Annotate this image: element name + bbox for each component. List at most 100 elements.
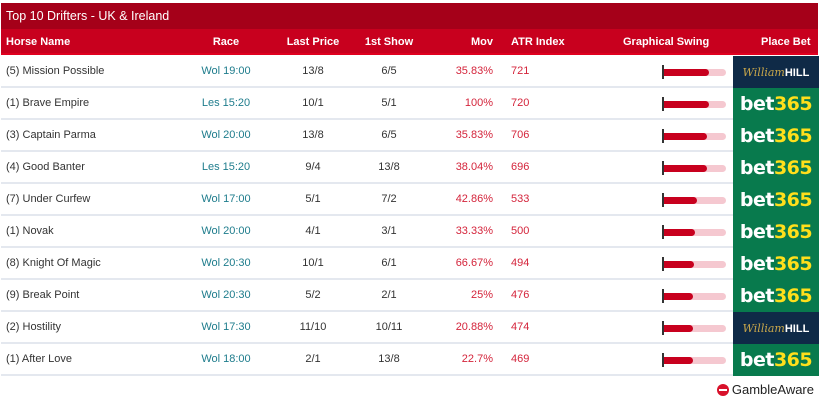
place-bet-william-hill-button[interactable]: WilliamHILL xyxy=(733,56,819,88)
bet365-logo: bet365 xyxy=(739,285,813,307)
table-row: (8) Knight Of Magic Wol 20:30 10/1 6/1 6… xyxy=(1,248,819,280)
first-show: 5/1 xyxy=(381,97,397,109)
atr-index: 533 xyxy=(511,193,530,205)
col-race: Race xyxy=(212,36,240,48)
swing-fill xyxy=(664,229,695,236)
race-link[interactable]: Wol 20:30 xyxy=(201,257,251,269)
swing-baseline xyxy=(662,161,664,175)
swing-bar xyxy=(662,225,726,239)
swing-track xyxy=(664,101,726,108)
place-bet-bet365-button[interactable]: bet365 xyxy=(733,248,819,280)
gamble-aware-label: GambleAware xyxy=(731,382,814,397)
swing-baseline xyxy=(662,65,664,79)
swing-track xyxy=(664,197,726,204)
col-first-show: 1st Show xyxy=(364,36,414,48)
swing-fill xyxy=(664,261,695,268)
horse-name: (1) Novak xyxy=(6,225,54,237)
race-link[interactable]: Wol 17:30 xyxy=(201,321,251,333)
swing-bar xyxy=(662,353,726,367)
movement-pct: 35.83% xyxy=(455,65,493,77)
bet365-logo: bet365 xyxy=(739,221,813,243)
horse-name: (3) Captain Parma xyxy=(6,129,96,141)
place-bet-bet365-button[interactable]: bet365 xyxy=(733,216,819,248)
movement-pct: 33.33% xyxy=(455,225,493,237)
bet365-logo: bet365 xyxy=(739,93,813,115)
swing-fill xyxy=(664,197,697,204)
horse-name: (2) Hostility xyxy=(6,321,62,333)
first-show: 10/11 xyxy=(375,321,403,333)
movement-pct: 42.86% xyxy=(455,193,493,205)
table-row: (1) Brave Empire Les 15:20 10/1 5/1 100%… xyxy=(1,88,819,120)
table-row: (3) Captain Parma Wol 20:00 13/8 6/5 35.… xyxy=(1,120,819,152)
place-bet-william-hill-button[interactable]: WilliamHILL xyxy=(733,312,819,344)
table-title: Top 10 Drifters - UK & Ireland xyxy=(1,3,818,29)
race-link[interactable]: Les 15:20 xyxy=(201,97,251,109)
horse-name: (5) Mission Possible xyxy=(6,65,105,77)
race-link[interactable]: Wol 19:00 xyxy=(201,65,251,77)
atr-index: 720 xyxy=(511,97,530,109)
race-link[interactable]: Wol 20:30 xyxy=(201,289,251,301)
last-price: 11/10 xyxy=(299,321,327,333)
race-link[interactable]: Wol 18:00 xyxy=(201,353,251,365)
place-bet-bet365-button[interactable]: bet365 xyxy=(733,88,819,120)
gamble-aware-link[interactable]: GambleAware xyxy=(716,382,814,397)
movement-pct: 22.7% xyxy=(461,353,493,365)
last-price: 2/1 xyxy=(305,353,321,365)
race-link[interactable]: Wol 20:00 xyxy=(201,225,251,237)
place-bet-bet365-button[interactable]: bet365 xyxy=(733,344,819,376)
last-price: 10/1 xyxy=(302,97,324,109)
first-show: 3/1 xyxy=(381,225,397,237)
col-graphical-swing: Graphical Swing xyxy=(623,36,710,48)
swing-bar xyxy=(662,321,726,335)
horse-name: (7) Under Curfew xyxy=(6,193,91,205)
col-place-bet: Place Bet xyxy=(761,36,811,48)
movement-pct: 66.67% xyxy=(455,257,493,269)
place-bet-bet365-button[interactable]: bet365 xyxy=(733,280,819,312)
race-link[interactable]: Wol 20:00 xyxy=(201,129,251,141)
movement-pct: 38.04% xyxy=(455,161,493,173)
race-link[interactable]: Les 15:20 xyxy=(201,161,251,173)
first-show: 2/1 xyxy=(381,289,397,301)
bet365-logo: bet365 xyxy=(739,125,813,147)
col-last-price: Last Price xyxy=(286,36,340,48)
swing-bar xyxy=(662,129,726,143)
table-row: (5) Mission Possible Wol 19:00 13/8 6/5 … xyxy=(1,56,819,88)
swing-track xyxy=(664,69,726,76)
movement-pct: 20.88% xyxy=(455,321,493,333)
swing-fill xyxy=(664,165,707,172)
table-row: (1) Novak Wol 20:00 4/1 3/1 33.33% 500 b… xyxy=(1,216,819,248)
swing-track xyxy=(664,261,726,268)
movement-pct: 35.83% xyxy=(455,129,493,141)
swing-track xyxy=(664,165,726,172)
swing-fill xyxy=(664,357,693,364)
movement-pct: 25% xyxy=(470,289,493,301)
bet365-logo: bet365 xyxy=(739,189,813,211)
table-row: (2) Hostility Wol 17:30 11/10 10/11 20.8… xyxy=(1,312,819,344)
last-price: 9/4 xyxy=(305,161,321,173)
atr-index: 721 xyxy=(511,65,530,77)
atr-index: 474 xyxy=(511,321,530,333)
table-row: (9) Break Point Wol 20:30 5/2 2/1 25% 47… xyxy=(1,280,819,312)
horse-name: (8) Knight Of Magic xyxy=(6,257,101,269)
swing-bar xyxy=(662,289,726,303)
table-row: (1) After Love Wol 18:00 2/1 13/8 22.7% … xyxy=(1,344,819,376)
atr-index: 469 xyxy=(511,353,530,365)
place-bet-bet365-button[interactable]: bet365 xyxy=(733,184,819,216)
swing-baseline xyxy=(662,257,664,271)
place-bet-bet365-button[interactable]: bet365 xyxy=(733,120,819,152)
place-bet-bet365-button[interactable]: bet365 xyxy=(733,152,819,184)
col-horse-name: Horse Name xyxy=(6,36,71,48)
last-price: 10/1 xyxy=(302,257,324,269)
swing-baseline xyxy=(662,225,664,239)
first-show: 6/5 xyxy=(381,129,397,141)
last-price: 5/2 xyxy=(305,289,321,301)
swing-bar xyxy=(662,161,726,175)
swing-bar xyxy=(662,65,726,79)
swing-baseline xyxy=(662,289,664,303)
table-header: Horse Name Race Last Price 1st Show Mov … xyxy=(1,29,818,55)
race-link[interactable]: Wol 17:00 xyxy=(201,193,251,205)
atr-index: 706 xyxy=(511,129,530,141)
swing-fill xyxy=(664,293,694,300)
horse-name: (1) Brave Empire xyxy=(6,97,90,109)
swing-baseline xyxy=(662,353,664,367)
